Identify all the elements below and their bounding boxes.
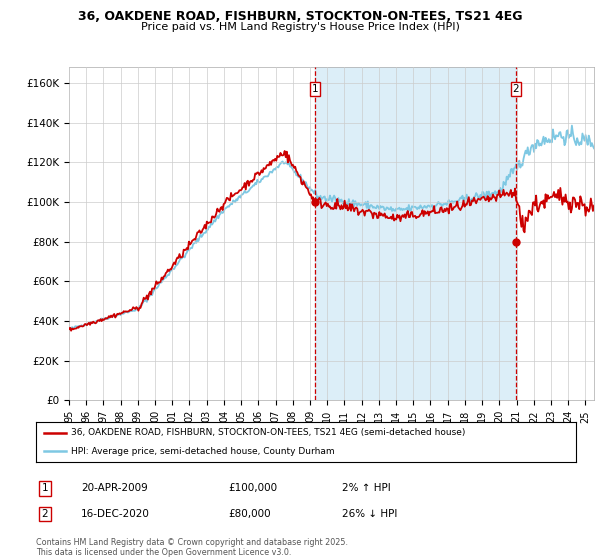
Text: 36, OAKDENE ROAD, FISHBURN, STOCKTON-ON-TEES, TS21 4EG (semi-detached house): 36, OAKDENE ROAD, FISHBURN, STOCKTON-ON-… <box>71 428 466 437</box>
Text: 2: 2 <box>512 84 519 94</box>
Text: £100,000: £100,000 <box>228 483 277 493</box>
Text: £80,000: £80,000 <box>228 509 271 519</box>
Text: 2: 2 <box>41 509 49 519</box>
Text: Price paid vs. HM Land Registry's House Price Index (HPI): Price paid vs. HM Land Registry's House … <box>140 22 460 32</box>
Text: 1: 1 <box>41 483 49 493</box>
Text: Contains HM Land Registry data © Crown copyright and database right 2025.
This d: Contains HM Land Registry data © Crown c… <box>36 538 348 557</box>
Text: 20-APR-2009: 20-APR-2009 <box>81 483 148 493</box>
Text: 16-DEC-2020: 16-DEC-2020 <box>81 509 150 519</box>
Text: 1: 1 <box>312 84 319 94</box>
Bar <box>315 67 516 400</box>
Text: 26% ↓ HPI: 26% ↓ HPI <box>342 509 397 519</box>
Text: 2% ↑ HPI: 2% ↑ HPI <box>342 483 391 493</box>
Text: 36, OAKDENE ROAD, FISHBURN, STOCKTON-ON-TEES, TS21 4EG: 36, OAKDENE ROAD, FISHBURN, STOCKTON-ON-… <box>78 10 522 23</box>
Text: HPI: Average price, semi-detached house, County Durham: HPI: Average price, semi-detached house,… <box>71 447 335 456</box>
